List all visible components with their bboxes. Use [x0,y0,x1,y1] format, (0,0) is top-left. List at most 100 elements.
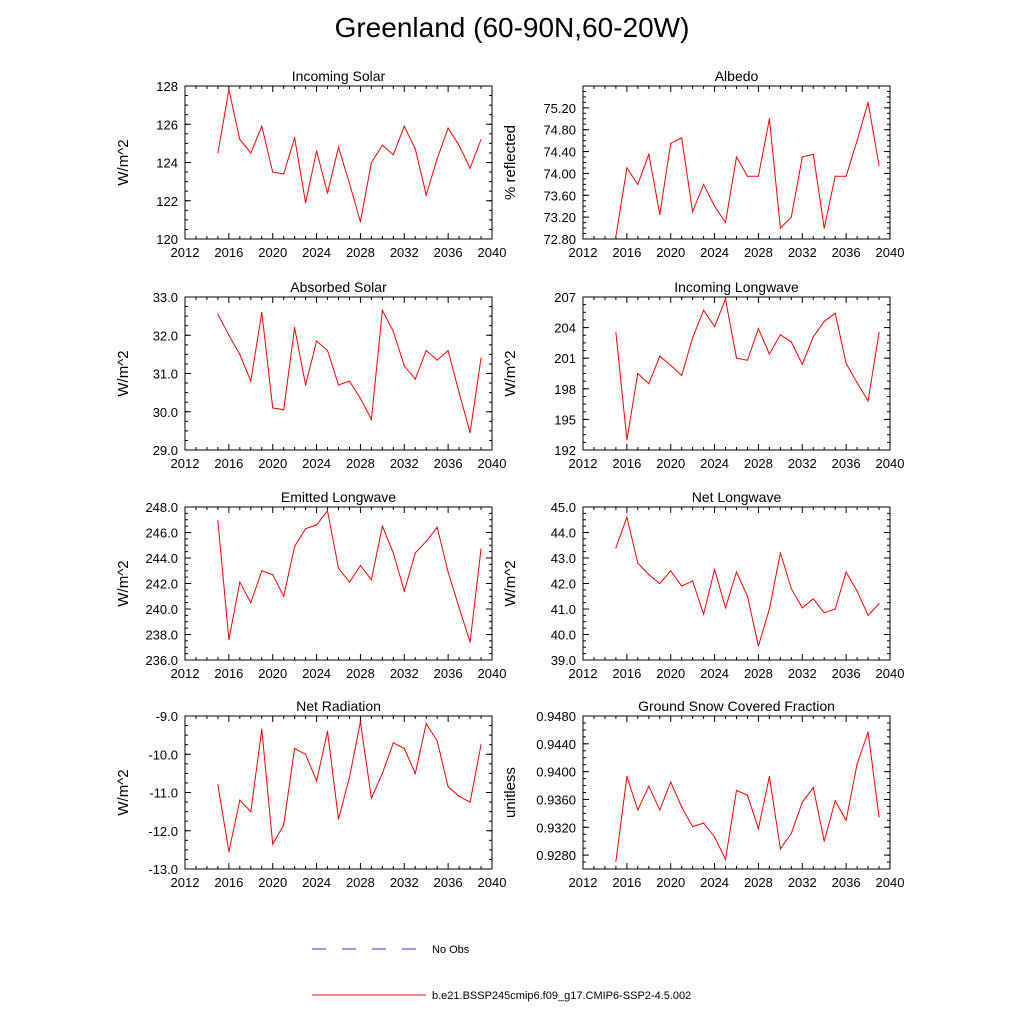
x-tick-label: 2024 [700,245,729,260]
y-tick-label: 74.00 [543,166,576,181]
y-tick-label: 244.0 [145,551,178,566]
y-tick-label: 31.0 [153,367,178,382]
data-point [637,809,639,811]
y-tick-label: 198 [554,382,576,397]
data-point [414,378,416,380]
y-tick-label: 74.40 [543,145,576,160]
data-point [724,607,727,609]
y-tick-label: -12.0 [148,824,178,839]
data-point [845,819,847,821]
data-point [692,337,694,339]
data-point [217,520,219,522]
x-tick-label: 2040 [876,245,905,260]
series-line [615,297,880,440]
x-tick-label: 2028 [744,875,773,890]
data-point [315,150,318,152]
y-tick-label: 238.0 [145,628,178,643]
y-tick-label: 32.0 [153,328,178,343]
x-tick-label: 2032 [390,666,419,681]
x-tick-label: 2032 [788,245,817,260]
data-point [823,227,825,229]
data-point [480,744,482,746]
data-point [801,801,803,803]
data-point [845,571,847,573]
x-tick-label: 2024 [700,456,729,471]
data-point [670,570,672,572]
y-axis-label: W/m^2 [502,350,519,396]
x-tick-label: 2036 [434,875,463,890]
data-point [746,175,749,177]
data-point [370,579,372,581]
data-point [703,309,705,311]
data-point [757,645,760,647]
panel-title: Albedo [715,68,759,84]
data-point [681,585,683,587]
data-point [790,588,792,590]
data-point [348,182,351,185]
x-tick-label: 2016 [214,666,243,681]
data-point [823,840,825,842]
data-point [757,175,760,177]
data-point [458,144,460,146]
y-tick-label: 40.0 [551,628,576,643]
plot-frame [582,85,891,240]
data-point [447,127,449,129]
data-point [713,205,716,207]
panel-emitted-longwave: Emitted Longwave W/m^2 2012 2016 2020 2024 202… [115,489,506,681]
x-tick-label: 2040 [876,456,905,471]
data-point [436,740,438,742]
data-point [447,571,449,573]
data-point [681,806,683,808]
x-tick-label: 2020 [258,666,287,681]
data-point [315,340,318,342]
panel-title: Net Radiation [296,698,381,714]
y-tick-label: 204 [554,321,576,336]
data-point [724,222,727,224]
y-tick-label: -11.0 [149,786,178,801]
data-point [779,848,781,850]
panel-net-radiation: Net Radiation W/m^2 2012 2016 2020 2024 2028 20… [115,698,506,890]
data-point [359,565,362,567]
data-point [703,822,705,824]
y-tick-label: 128 [156,79,178,94]
data-point [856,140,858,142]
data-point [337,818,340,820]
x-tick-label: 2020 [258,456,287,471]
y-tick-label: 44.0 [551,526,576,541]
data-point [458,392,460,394]
data-point [757,328,760,330]
series-line [615,731,880,862]
y-tick-label: 43.0 [551,551,576,566]
plot-frame [184,715,493,870]
data-point [348,776,351,778]
data-point [305,202,307,204]
data-point [414,772,416,774]
y-tick-label: 29.0 [153,443,178,458]
data-point [681,137,683,139]
x-tick-label: 2040 [876,875,905,890]
data-point [326,730,329,732]
data-point [713,568,716,571]
x-tick-label: 2036 [832,875,861,890]
data-point [659,809,661,811]
data-point [823,612,825,614]
data-point [648,785,650,787]
x-tick-label: 2036 [832,245,861,260]
data-point [878,603,880,605]
legend-obs-label: No Obs [432,944,470,956]
x-tick-label: 2012 [171,875,200,890]
data-point [348,380,351,382]
data-point [425,349,427,352]
data-point [768,608,770,610]
panel-title: Net Longwave [692,489,782,505]
x-tick-label: 2016 [214,875,243,890]
y-axis-label: % reflected [502,125,519,200]
x-tick-label: 2024 [302,666,331,681]
data-point [403,365,405,367]
data-point [228,334,230,336]
data-point [790,341,792,343]
x-tick-label: 2028 [346,245,375,260]
y-tick-label: 242.0 [145,577,178,592]
data-point [381,525,383,527]
